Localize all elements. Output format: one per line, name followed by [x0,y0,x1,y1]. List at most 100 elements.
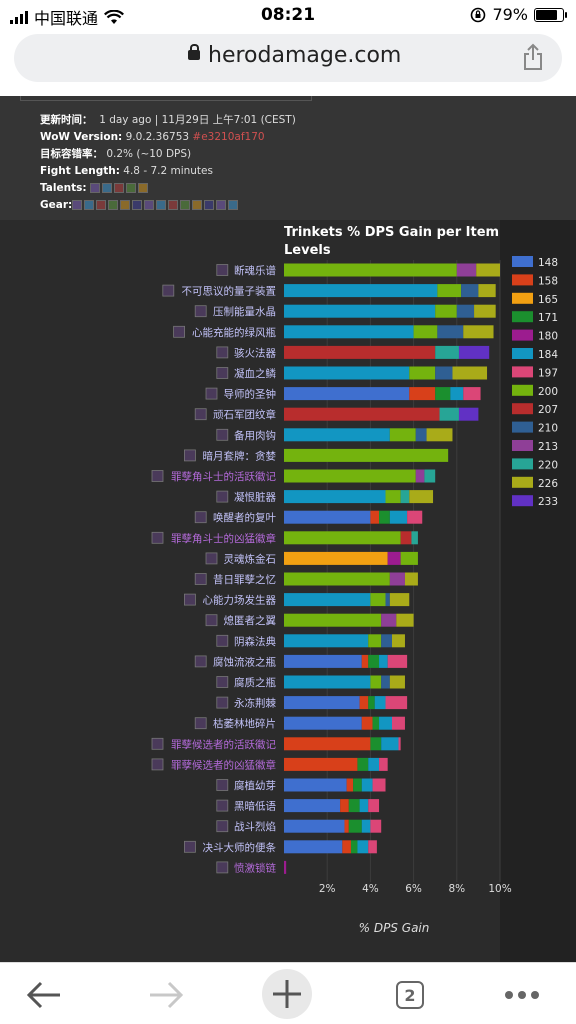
bar-segment[interactable] [381,737,399,751]
bar-segment[interactable] [476,263,500,277]
bar-segment[interactable] [361,654,369,668]
share-icon[interactable] [522,43,544,71]
item-label[interactable]: 永冻荆棘 [234,697,276,710]
bar-segment[interactable] [372,778,386,792]
item-label[interactable]: 腐蚀流液之瓶 [213,655,276,668]
bar-segment[interactable] [389,510,408,524]
bar-segment[interactable] [437,284,462,298]
bar-segment[interactable] [439,407,459,421]
bar-segment[interactable] [284,263,457,277]
bar-segment[interactable] [284,407,440,421]
bar-segment[interactable] [284,490,386,504]
bar-segment[interactable] [370,510,380,524]
bar-segment[interactable] [284,572,390,586]
bar-segment[interactable] [344,819,349,833]
address-bar[interactable]: herodamage.com [14,34,562,82]
bar-segment[interactable] [348,799,360,813]
bar-segment[interactable] [357,757,369,771]
bar-segment[interactable] [374,696,386,710]
bar-segment[interactable] [461,284,479,298]
item-label[interactable]: 导师的圣钟 [224,388,277,401]
bar-segment[interactable] [284,531,401,545]
item-icon[interactable] [72,200,83,210]
bar-segment[interactable] [389,428,416,442]
item-label[interactable]: 心能力场发生器 [203,594,277,607]
bar-segment[interactable] [463,325,494,339]
bar-segment[interactable] [284,345,436,359]
bar-segment[interactable] [348,819,362,833]
item-label[interactable]: 愤激锁链 [234,861,276,874]
bar-segment[interactable] [435,366,453,380]
bar-segment[interactable] [463,387,481,401]
bar-segment[interactable] [353,778,362,792]
wow-hash-link[interactable]: #e3210af170 [192,131,265,143]
bar-segment[interactable] [284,428,390,442]
bar-segment[interactable] [385,593,390,607]
item-label[interactable]: 罪孽角斗士的凶猛徽章 [171,532,276,545]
item-icon[interactable] [132,200,143,210]
bar-segment[interactable] [284,840,343,854]
bar-segment[interactable] [474,304,496,318]
bar-segment[interactable] [409,490,434,504]
bar-segment[interactable] [284,613,382,627]
bar-segment[interactable] [284,510,371,524]
bar-segment[interactable] [456,263,477,277]
bar-segment[interactable] [435,387,451,401]
forward-button[interactable] [146,975,186,1015]
item-icon[interactable] [228,200,239,210]
bar-segment[interactable] [385,696,408,710]
bar-segment[interactable] [284,634,369,648]
bar-segment[interactable] [370,675,382,689]
item-label[interactable]: 熄匿者之翼 [224,614,277,627]
bar-segment[interactable] [359,799,369,813]
bar-segment[interactable] [435,345,459,359]
bar-segment[interactable] [284,366,410,380]
bar-segment[interactable] [396,613,414,627]
bar-segment[interactable] [379,654,388,668]
item-icon[interactable] [144,200,155,210]
bar-segment[interactable] [389,593,410,607]
bar-segment[interactable] [458,407,479,421]
bar-segment[interactable] [381,634,392,648]
item-label[interactable]: 唤醒者的复叶 [213,511,276,524]
bar-segment[interactable] [284,757,358,771]
bar-segment[interactable] [368,634,382,648]
bar-segment[interactable] [424,469,436,483]
bar-segment[interactable] [404,572,418,586]
bar-segment[interactable] [392,634,405,648]
bar-segment[interactable] [284,819,345,833]
bar-segment[interactable] [361,716,373,730]
bar-segment[interactable] [370,737,382,751]
item-icon[interactable] [180,200,191,210]
bar-segment[interactable] [400,490,410,504]
item-icon[interactable] [84,200,95,210]
bar-segment[interactable] [398,737,401,751]
item-label[interactable]: 骇火法器 [234,346,276,359]
bar-segment[interactable] [381,675,390,689]
bar-segment[interactable] [284,304,436,318]
item-label[interactable]: 腐植幼芽 [234,779,276,792]
item-label[interactable]: 不可思议的量子装置 [182,285,277,298]
bar-segment[interactable] [368,840,377,854]
item-label[interactable]: 心能充能的绿风瓶 [192,326,276,339]
bar-segment[interactable] [379,716,392,730]
bar-segment[interactable] [359,696,369,710]
bar-segment[interactable] [284,387,410,401]
bar-segment[interactable] [379,510,390,524]
bar-segment[interactable] [368,799,380,813]
bar-segment[interactable] [357,840,369,854]
bar-segment[interactable] [458,345,490,359]
item-icon[interactable] [108,200,119,210]
bar-segment[interactable] [389,675,405,689]
bar-segment[interactable] [400,551,418,565]
item-icon[interactable] [89,183,100,193]
bar-segment[interactable] [435,304,457,318]
item-label[interactable]: 阴森法典 [234,635,276,648]
bar-segment[interactable] [368,654,380,668]
item-label[interactable]: 凝恨脏器 [234,491,276,504]
bar-segment[interactable] [284,716,362,730]
bar-segment[interactable] [284,551,388,565]
bar-segment[interactable] [284,325,414,339]
item-icon[interactable] [137,183,148,193]
bar-segment[interactable] [368,757,380,771]
